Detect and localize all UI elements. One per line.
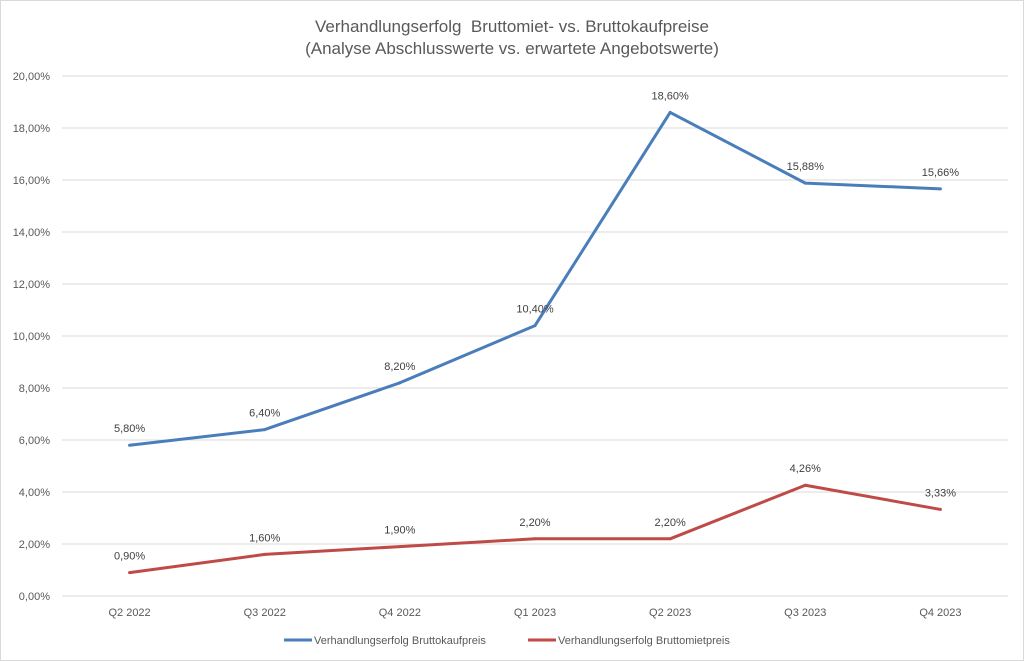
data-point	[263, 552, 267, 556]
data-label: 2,20%	[655, 517, 686, 529]
data-point	[128, 443, 132, 447]
data-label: 15,66%	[922, 167, 960, 179]
data-label: 5,80%	[114, 423, 145, 435]
data-label: 1,60%	[249, 532, 280, 544]
x-tick-label: Q4 2022	[379, 607, 421, 619]
data-point	[533, 324, 537, 328]
y-tick-label: 18,00%	[13, 123, 51, 135]
data-point	[938, 187, 942, 191]
series-line-1	[129, 483, 941, 575]
data-point	[668, 110, 672, 114]
data-point	[803, 181, 807, 185]
chart-subtitle: (Analyse Abschlusswerte vs. erwartete An…	[305, 39, 719, 58]
y-tick-label: 16,00%	[13, 175, 51, 187]
y-tick-label: 10,00%	[13, 331, 51, 343]
data-point	[533, 537, 537, 541]
data-label: 3,33%	[925, 487, 956, 499]
y-tick-label: 6,00%	[19, 435, 50, 447]
data-point	[263, 428, 267, 432]
data-point	[938, 507, 942, 511]
legend-label: Verhandlungserfolg Bruttomietpreis	[558, 635, 730, 647]
x-tick-label: Q2 2023	[649, 607, 691, 619]
x-tick-label: Q2 2022	[108, 607, 150, 619]
data-label: 18,60%	[651, 90, 689, 102]
data-label: 6,40%	[249, 408, 280, 420]
x-tick-label: Q3 2022	[244, 607, 286, 619]
y-tick-label: 2,00%	[19, 539, 50, 551]
x-tick-label: Q1 2023	[514, 607, 556, 619]
data-label: 1,90%	[384, 525, 415, 537]
data-label: 10,40%	[516, 304, 554, 316]
data-label: 4,26%	[790, 463, 821, 475]
data-point	[398, 545, 402, 549]
x-tick-label: Q3 2023	[784, 607, 826, 619]
data-label: 2,20%	[519, 517, 550, 529]
y-tick-label: 14,00%	[13, 227, 51, 239]
data-label: 8,20%	[384, 361, 415, 373]
data-point	[398, 381, 402, 385]
legend-label: Verhandlungserfolg Bruttokaufpreis	[314, 635, 486, 647]
data-point	[803, 483, 807, 487]
y-tick-label: 8,00%	[19, 383, 50, 395]
chart-title: Verhandlungserfolg Bruttomiet- vs. Brutt…	[315, 17, 709, 36]
data-label: 0,90%	[114, 551, 145, 563]
y-tick-label: 20,00%	[13, 71, 51, 83]
y-tick-label: 4,00%	[19, 487, 50, 499]
y-tick-label: 12,00%	[13, 279, 51, 291]
data-label: 15,88%	[787, 161, 825, 173]
data-point	[668, 537, 672, 541]
y-tick-label: 0,00%	[19, 591, 50, 603]
data-point	[128, 571, 132, 575]
x-tick-label: Q4 2023	[919, 607, 961, 619]
